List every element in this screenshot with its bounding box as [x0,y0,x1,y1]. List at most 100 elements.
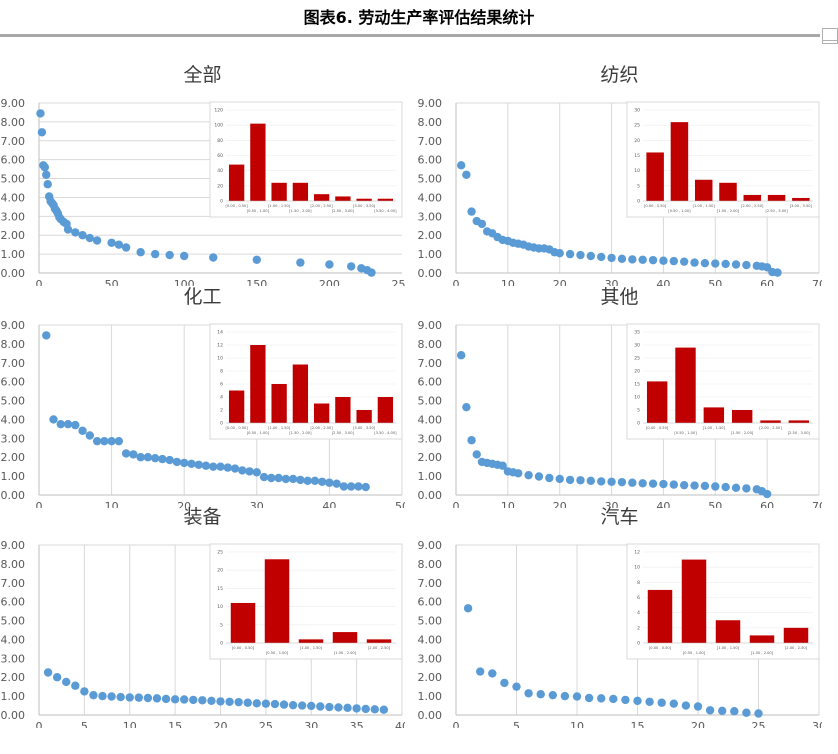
y-tick-label: 4.00 [418,191,443,204]
data-point [143,453,153,462]
data-point [638,255,647,264]
inset-x-tick-label: [1.00 , 1.50] [693,204,716,208]
inset-bar [767,194,786,201]
inset-y-tick-label: 10 [634,565,640,571]
inset-bar [366,639,392,643]
inset-y-tick-label: 0 [637,641,640,647]
inset-bar [250,123,266,201]
y-tick-label: 4.00 [1,191,26,204]
y-tick-label: 5.00 [1,173,26,186]
chart-title: 全部 [183,64,222,86]
inset-bar [647,589,673,643]
x-tick-label: 40 [322,500,336,508]
inset-x-tick-label: [3.50 , 4.00] [374,209,397,213]
chart-title: 汽车 [600,506,639,528]
inset-y-tick-label: 0 [637,199,640,205]
data-point [560,691,570,701]
data-point [648,479,658,488]
x-tick-label: 25 [752,720,766,728]
inset-bar [743,194,762,201]
inset-y-tick-label: 10 [634,168,640,174]
x-tick-label: 200 [319,278,340,286]
inset-x-tick-label: [0.00 , 0.50] [232,646,255,650]
y-tick-label: 3.00 [418,210,443,223]
data-point [85,233,95,243]
data-point [633,696,642,706]
inset-x-tick-label: [2.50 , 3.00] [788,431,811,435]
data-point [80,687,89,696]
inset-x-tick-label: [1.50 , 2.00] [289,431,312,435]
x-tick-label: 15 [168,720,182,728]
y-tick-label: 9.00 [1,319,26,332]
inset-x-tick-label: [3.00 , 3.50] [353,204,376,208]
inset-x-tick-label: [0.50 , 1.00] [247,209,270,213]
y-tick-label: 4.00 [1,413,26,426]
data-point [576,250,585,260]
data-point [367,268,376,277]
data-point [125,693,134,702]
inset-y-tick-label: 25 [217,550,223,556]
x-tick-label: 10 [123,720,137,728]
inset-bar [332,632,358,643]
chart-panel-auto: 汽车 0.00 1.00 2.00 3.00 4.00 5.00 6.00 7.00 8.00 9… [417,502,823,728]
data-point [116,692,125,702]
data-point [165,250,174,260]
inset-bar [719,182,737,201]
x-tick-label: 50 [395,500,405,508]
inset-y-tick-label: 2 [220,408,223,414]
data-point [92,236,102,245]
data-point [78,426,87,435]
data-point [555,248,564,258]
inset-x-tick-label: [2.00 , 2.50] [368,646,391,650]
x-tick-label: 150 [246,278,267,286]
y-tick-label: 1.00 [418,690,443,703]
inset-y-tick-label: 30 [634,343,640,349]
data-point [325,260,334,269]
inset-bar [760,420,781,423]
y-tick-label: 3.00 [1,652,26,665]
x-tick-label: 0 [36,720,43,728]
data-point [56,419,65,429]
data-point [270,699,280,709]
x-tick-label: 35 [350,720,364,728]
inset-bar [703,407,725,423]
data-point [187,459,196,469]
inset-x-tick-label: [0.00 , 0.50] [644,204,667,208]
inset-bar [271,182,287,201]
y-tick-label: 7.00 [1,135,26,148]
inset-chart: 0 20 40 60 80 100 120 [0.00 , 0.50][0.50 , 1.00… [209,101,403,218]
data-point [361,482,370,492]
inset-y-tick-label: 15 [634,382,640,388]
data-point [100,436,109,446]
data-point [648,255,658,265]
inset-y-tick-label: 12 [217,343,223,349]
data-point [524,470,533,480]
inset-y-tick-label: 14 [217,330,223,336]
y-tick-label: 9.00 [1,97,26,110]
chart-panel-all: 全部 0.00 1.00 2.00 3.00 4.00 5.00 6.00 7.00 8.00 9… [0,60,406,286]
chart-title: 装备 [183,506,222,528]
inset-y-tick-label: 5 [637,183,640,189]
chart-svg: 0.00 1.00 2.00 3.00 4.00 5.00 6.00 7.00 8.00 9.00… [418,319,823,508]
y-tick-label: 6.00 [1,154,26,167]
x-tick-label: 0 [453,278,460,286]
inset-bar [670,122,689,201]
data-point [129,450,138,459]
chart-svg: 0.00 1.00 2.00 3.00 4.00 5.00 6.00 7.00 8.00 9.00… [418,97,823,286]
y-tick-label: 5.00 [1,395,26,408]
data-point [172,457,182,467]
data-point [92,436,102,446]
x-tick-label: 5 [513,720,520,728]
inset-bar [335,196,351,201]
data-point [223,463,232,472]
y-tick-label: 1.00 [418,470,443,483]
y-tick-label: 2.00 [418,451,443,464]
y-tick-label: 7.00 [1,357,26,370]
inset-bar [313,403,330,423]
data-point [134,693,144,702]
y-tick-label: 7.00 [418,135,443,148]
data-point [512,682,521,691]
data-point [534,472,544,481]
data-point [500,678,509,688]
data-point [343,703,352,713]
